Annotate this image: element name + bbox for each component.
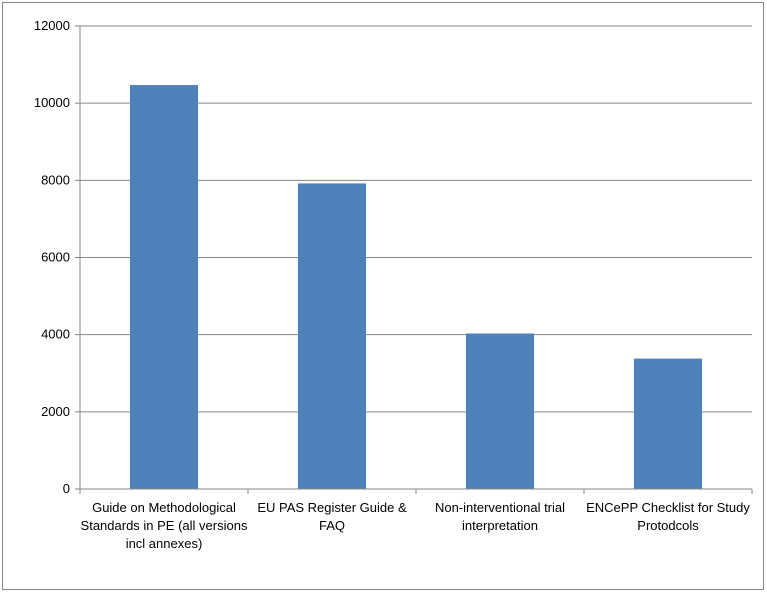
y-tick-label: 4000 [41, 327, 70, 342]
y-tick-label: 6000 [41, 250, 70, 265]
y-tick-label: 10000 [34, 95, 70, 110]
y-tick-label: 2000 [41, 404, 70, 419]
bar-4 [634, 358, 702, 489]
bar-1 [130, 85, 198, 489]
bar-2 [298, 183, 366, 490]
x-category-label: EU PAS Register Guide & FAQ [257, 500, 407, 533]
axes [79, 26, 753, 494]
x-category-label: Non-interventional trial interpretation [434, 500, 566, 533]
bar-3 [466, 333, 534, 489]
y-tick-label: 0 [63, 481, 70, 496]
x-category-label: Guide on Methodological Standards in PE … [80, 500, 248, 551]
y-tick-labels: 0 2000 4000 6000 8000 10000 12000 [34, 18, 70, 496]
y-tick-label: 12000 [34, 18, 70, 33]
y-tick-label: 8000 [41, 172, 70, 187]
bars [130, 85, 702, 490]
x-category-label: ENCePP Checklist for Study Protodcols [586, 500, 750, 533]
